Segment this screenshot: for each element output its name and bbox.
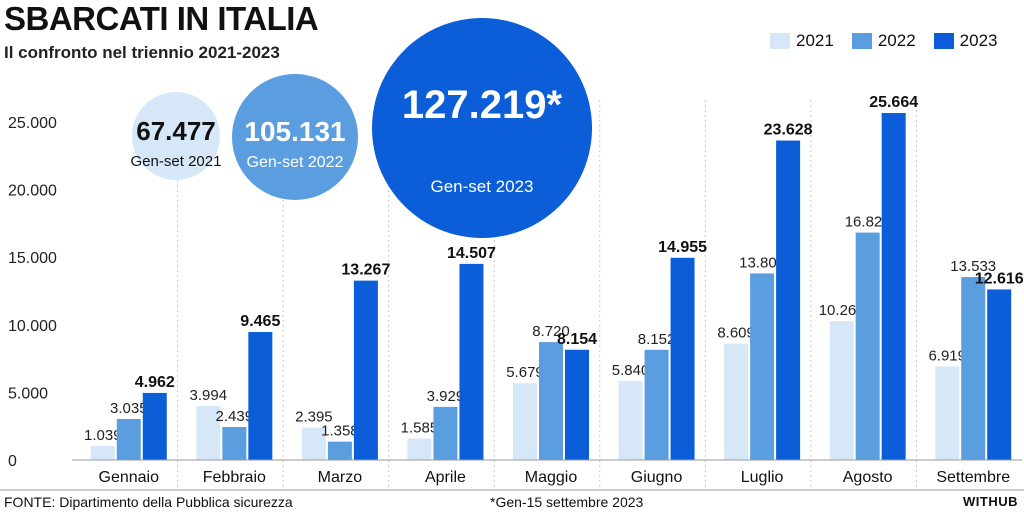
- bar: [248, 332, 273, 460]
- data-label: 5.679: [506, 364, 544, 381]
- data-label: 14.955: [658, 239, 707, 256]
- bar: [539, 342, 563, 460]
- data-label: 13.267: [341, 262, 390, 279]
- bar: [142, 392, 167, 460]
- bar: [433, 406, 458, 460]
- legend-item-2021: 2021: [770, 31, 834, 51]
- legend-label-2022: 2022: [877, 31, 916, 50]
- legend-label-2021: 2021: [796, 31, 834, 50]
- bar: [776, 140, 801, 460]
- source-note: FONTE: Dipartimento della Pubblica sicur…: [4, 494, 293, 510]
- bar: [90, 445, 115, 460]
- data-label: 13.802: [739, 254, 785, 271]
- category-label: Settembre: [936, 469, 1010, 486]
- total-bubble: [132, 92, 220, 180]
- data-label: 1.039: [84, 427, 122, 444]
- bar: [407, 438, 432, 460]
- bar: [116, 418, 141, 460]
- footnote: *Gen-15 settembre 2023: [490, 494, 644, 510]
- category-label: Marzo: [318, 469, 363, 486]
- data-label: 23.628: [764, 122, 813, 139]
- bar: [724, 343, 749, 460]
- bar: [618, 381, 643, 460]
- brand-logo: WITHUB: [963, 494, 1018, 509]
- bar: [459, 263, 484, 460]
- category-label: Agosto: [843, 469, 893, 486]
- data-label: 2.439: [216, 408, 254, 425]
- data-label: 10.269: [819, 302, 865, 319]
- bar: [301, 427, 326, 460]
- data-label: 16.822: [845, 214, 891, 231]
- total-value: 67.477: [136, 116, 216, 146]
- chart-title: SBARCATI IN ITALIA: [4, 0, 319, 37]
- y-tick-label: 5.000: [8, 385, 48, 402]
- data-label: 13.533: [950, 258, 996, 275]
- category-label: Febbraio: [203, 469, 266, 486]
- data-label: 5.840: [612, 362, 650, 379]
- bar: [961, 277, 986, 460]
- total-bubble: [232, 74, 358, 200]
- bar: [829, 321, 854, 460]
- y-tick-label: 25.000: [8, 115, 57, 132]
- bar: [513, 383, 537, 460]
- total-label: Gen-set 2022: [247, 154, 344, 171]
- data-label: 3.994: [190, 387, 228, 404]
- legend-swatch-2023: [933, 33, 954, 49]
- total-label: Gen-set 2021: [131, 153, 222, 170]
- y-tick-label: 10.000: [8, 318, 57, 335]
- bar: [855, 232, 880, 460]
- legend: 2021 2022 2023: [770, 30, 997, 52]
- bar: [222, 427, 247, 460]
- data-label: 8.154: [557, 331, 597, 348]
- category-label: Gennaio: [99, 469, 160, 486]
- bar: [987, 289, 1012, 460]
- total-value: 127.219*: [402, 83, 563, 127]
- legend-label-2023: 2023: [959, 31, 998, 50]
- category-label: Aprile: [425, 469, 466, 486]
- bar: [670, 257, 695, 460]
- data-label: 14.507: [447, 245, 496, 262]
- data-label: 6.919: [928, 347, 966, 364]
- bar: [881, 113, 906, 461]
- chart-subtitle: Il confronto nel triennio 2021-2023: [4, 43, 280, 62]
- y-tick-label: 15.000: [8, 250, 57, 267]
- bar: [327, 441, 352, 460]
- data-label: 4.962: [135, 374, 175, 391]
- data-label: 8.609: [717, 325, 755, 342]
- data-label: 1.358: [321, 423, 359, 440]
- legend-swatch-2021: [770, 33, 790, 49]
- bar: [565, 349, 589, 460]
- data-label: 25.664: [869, 94, 918, 111]
- y-tick-label: 0: [8, 453, 17, 470]
- bar: [196, 406, 221, 460]
- bar: [353, 280, 378, 460]
- y-tick-label: 20.000: [8, 183, 57, 200]
- data-label: 3.035: [110, 400, 148, 417]
- data-label: 1.585: [401, 420, 439, 437]
- total-value: 105.131: [244, 116, 345, 147]
- data-label: 8.152: [638, 331, 676, 348]
- legend-item-2022: 2022: [851, 31, 916, 51]
- category-label: Luglio: [741, 469, 784, 486]
- data-label: 12.616: [975, 270, 1024, 287]
- bar: [750, 273, 775, 460]
- category-label: Giugno: [631, 469, 683, 486]
- data-label: 8.720: [532, 323, 570, 340]
- data-label: 2.395: [295, 409, 333, 426]
- category-label: Maggio: [525, 469, 578, 486]
- legend-item-2023: 2023: [933, 31, 998, 51]
- data-label: 3.929: [427, 388, 465, 405]
- bar: [644, 349, 669, 460]
- bar: [935, 366, 960, 460]
- data-label: 9.465: [240, 313, 280, 330]
- total-label: Gen-set 2023: [430, 177, 533, 196]
- legend-swatch-2022: [851, 33, 872, 49]
- total-bubble: [372, 18, 592, 238]
